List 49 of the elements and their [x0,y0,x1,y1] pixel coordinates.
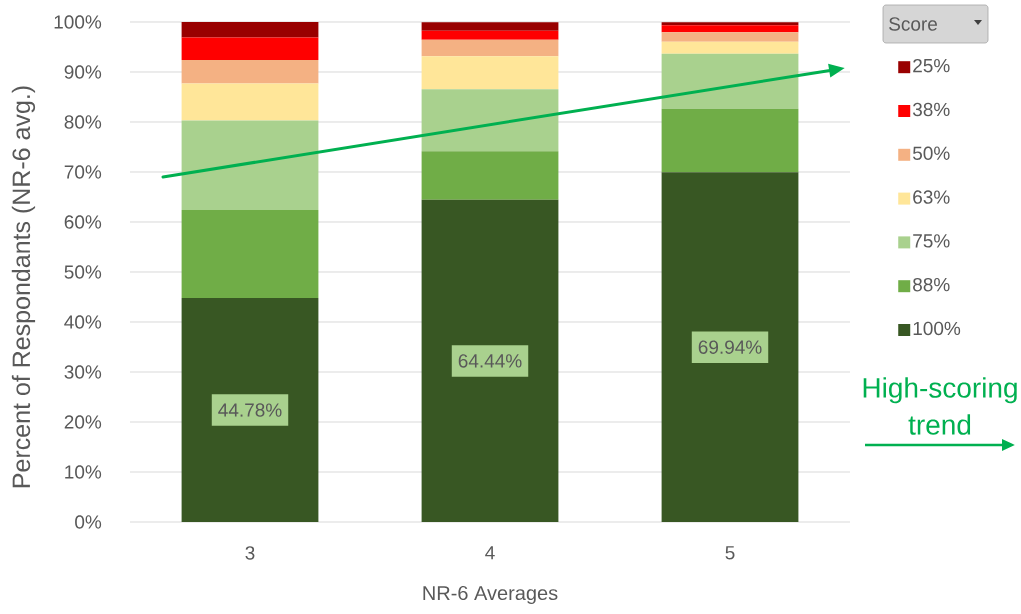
bar [421,199,559,522]
bar [181,22,319,38]
legend-label: 88% [913,277,950,292]
bar [181,37,319,61]
bar [421,89,559,152]
x-tick-label: 3 [245,546,255,560]
bar [661,41,799,54]
y-tick-label: 80% [64,115,102,129]
y-tick-label: 10% [65,465,102,479]
legend-label: 63% [913,190,950,204]
legend-label: 100% [913,321,961,336]
bar [181,210,319,299]
bar [181,83,319,121]
x-axis-title: NR-6 Averages [423,585,558,605]
legend-label: 75% [913,234,950,248]
bar [181,60,319,84]
bar [421,22,559,31]
y-tick-label: 0% [75,515,102,529]
x-tick-label: 4 [485,546,495,560]
y-tick-label: 100% [54,15,102,29]
y-tick-label: 30% [64,365,102,379]
legend-label: 50% [912,146,950,160]
bar [421,151,559,200]
bar [661,53,799,109]
x-tick-label: 5 [725,546,735,560]
bar [421,39,559,57]
bar [661,32,799,42]
legend-title: Score [889,17,937,31]
y-tick-label: 90% [64,65,102,79]
text: High-scoring trend [863,377,1017,435]
y-tick-label: 60% [64,215,102,229]
data-label: 44.78% [218,403,282,417]
y-tick-label: 70% [64,165,102,179]
data-label: 69.94% [698,340,762,354]
y-tick-label: 50% [64,265,102,279]
data-label: 64.44% [458,354,522,368]
bar [181,120,319,211]
y-tick-label: 20% [64,415,102,429]
bar [181,298,319,522]
bar [661,25,799,33]
bar [661,172,799,522]
bar [421,56,559,90]
legend-label: 25% [913,58,950,73]
y-tick-label: 40% [64,315,102,329]
bar [661,108,799,173]
y-axis-title: Percent of Respondants (NR-6 avg.) [11,86,36,488]
bar [661,22,799,26]
legend-label: 38% [912,102,950,117]
bar [421,30,559,40]
